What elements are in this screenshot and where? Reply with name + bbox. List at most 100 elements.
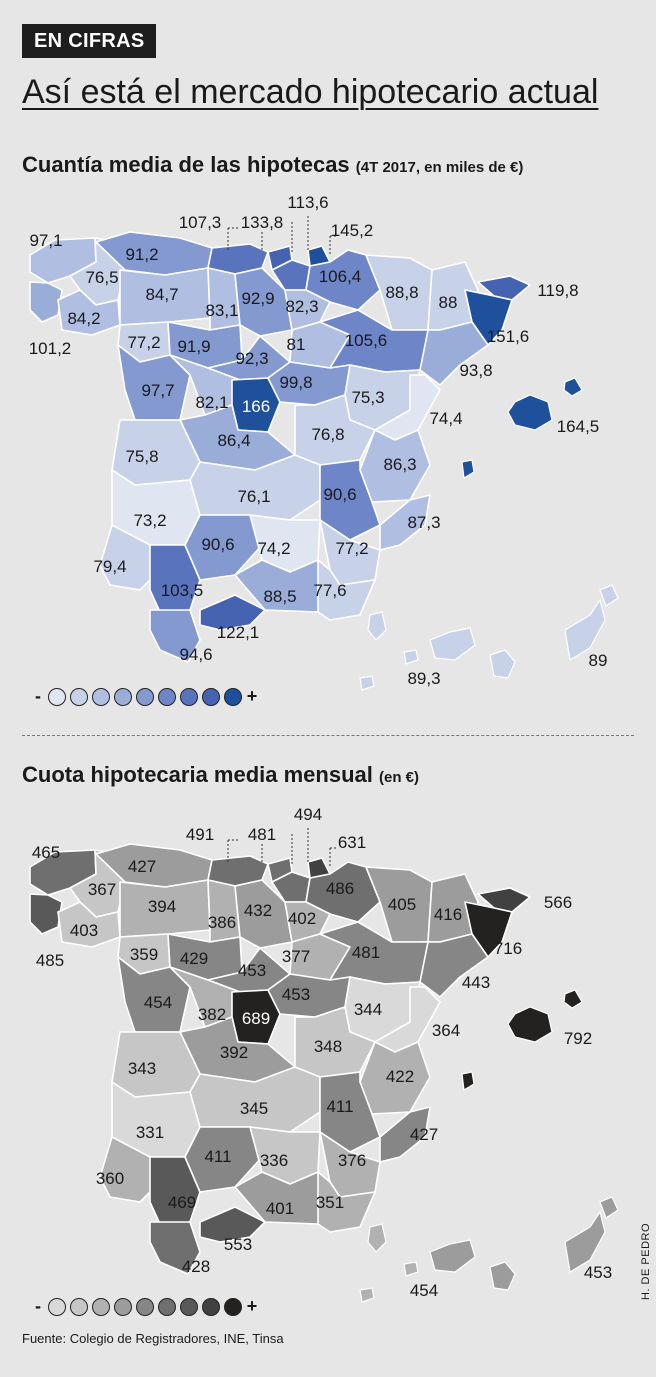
value-lleida: 88 bbox=[439, 293, 458, 312]
value-barcelona: 716 bbox=[494, 939, 522, 958]
value-pontevedra: 101,2 bbox=[29, 339, 72, 358]
map2-legend: - + bbox=[32, 1296, 258, 1317]
province-cadiz bbox=[149, 1221, 201, 1275]
value-tarragona: 443 bbox=[462, 973, 490, 992]
value-cordoba: 90,6 bbox=[201, 535, 234, 554]
value-valladolid: 91,9 bbox=[177, 337, 210, 356]
legend-swatch bbox=[70, 687, 88, 706]
value-guadalajara: 99,8 bbox=[279, 373, 312, 392]
province-salamanca bbox=[117, 344, 191, 421]
value-baleares: 792 bbox=[564, 1029, 592, 1048]
value-barcelona: 151,6 bbox=[487, 327, 530, 346]
province-tarragona bbox=[419, 933, 489, 998]
value-alava: 113,6 bbox=[287, 193, 328, 212]
province-malaga bbox=[199, 594, 266, 631]
island-santa-cruz-tenerife bbox=[359, 1287, 375, 1303]
value-lleida: 416 bbox=[434, 905, 462, 924]
value-cordoba: 411 bbox=[204, 1147, 231, 1166]
value-madrid: 166 bbox=[242, 397, 270, 416]
value-almeria: 351 bbox=[316, 1193, 344, 1212]
value-ourense: 84,2 bbox=[67, 309, 100, 328]
legend-swatch bbox=[114, 687, 132, 706]
value-granada: 88,5 bbox=[263, 587, 296, 606]
map-mortgage-amount: 97,1 101,2 76,5 84,2 91,2 107,3 133,8 145,2113,… bbox=[29, 193, 619, 691]
value-jaen: 336 bbox=[260, 1151, 288, 1170]
island-las-palmas bbox=[489, 649, 516, 679]
island-las-palmas bbox=[564, 598, 606, 661]
value-palencia: 386 bbox=[208, 913, 236, 932]
value-malaga: 122,1 bbox=[217, 623, 260, 642]
value-santa-cruz-tenerife: 454 bbox=[410, 1281, 438, 1300]
island-santa-cruz-tenerife bbox=[403, 1261, 419, 1277]
island-santa-cruz-tenerife bbox=[403, 649, 419, 665]
value-cuenca: 348 bbox=[314, 1037, 342, 1056]
value-alicante: 87,3 bbox=[407, 513, 440, 532]
value-alicante: 427 bbox=[410, 1125, 438, 1144]
value-baleares: 164,5 bbox=[557, 417, 600, 436]
island-baleares bbox=[507, 1006, 553, 1043]
legend-swatch bbox=[92, 687, 110, 706]
value-cantabria: 107,3 bbox=[179, 213, 222, 232]
value-ciudad-real: 76,1 bbox=[237, 487, 270, 506]
map1-title-note: (4T 2017, en miles de €) bbox=[355, 159, 524, 176]
value-soria: 81 bbox=[287, 335, 306, 354]
map1-title: Cuantía media de las hipotecas (4T 2017,… bbox=[22, 152, 523, 178]
value-las-palmas: 89 bbox=[589, 651, 608, 670]
island-santa-cruz-tenerife bbox=[367, 611, 387, 641]
value-toledo: 392 bbox=[220, 1043, 248, 1062]
legend-swatch bbox=[70, 1297, 88, 1316]
map2-title-note: (en €) bbox=[379, 769, 420, 786]
island-santa-cruz-tenerife bbox=[359, 675, 375, 691]
legend-swatch bbox=[114, 1297, 132, 1316]
legend-swatch bbox=[180, 687, 198, 706]
value-asturias: 91,2 bbox=[125, 245, 158, 264]
legend-swatch bbox=[92, 1297, 110, 1316]
value-guadalajara: 453 bbox=[282, 985, 310, 1004]
value-murcia: 376 bbox=[338, 1151, 366, 1170]
province-pontevedra bbox=[29, 281, 63, 323]
value-valencia: 422 bbox=[386, 1067, 414, 1086]
legend-minus: - bbox=[35, 1296, 41, 1316]
map2-title-text: Cuota hipotecaria media mensual bbox=[22, 762, 373, 787]
legend-minus: - bbox=[35, 686, 41, 706]
value-zaragoza: 481 bbox=[352, 943, 380, 962]
value-murcia: 77,2 bbox=[335, 539, 368, 558]
value-huesca: 88,8 bbox=[385, 283, 418, 302]
value-almeria: 77,6 bbox=[313, 581, 346, 600]
legend-swatch bbox=[158, 1297, 176, 1316]
legend-swatch bbox=[48, 687, 66, 706]
value-huesca: 405 bbox=[388, 895, 416, 914]
legend-swatch bbox=[180, 1297, 198, 1316]
value-cantabria: 491 bbox=[186, 825, 214, 844]
value-caceres: 343 bbox=[128, 1059, 156, 1078]
page-headline: Así está el mercado hipotecario actual bbox=[22, 73, 599, 111]
value-zamora: 77,2 bbox=[127, 333, 160, 352]
value-cadiz: 94,6 bbox=[179, 645, 212, 664]
island-las-palmas bbox=[599, 1196, 619, 1219]
value-teruel: 75,3 bbox=[351, 388, 384, 407]
island-baleares bbox=[461, 459, 475, 479]
value-jaen: 74,2 bbox=[257, 539, 290, 558]
value-granada: 401 bbox=[266, 1199, 294, 1218]
value-girona: 119,8 bbox=[537, 281, 578, 300]
value-sevilla: 469 bbox=[168, 1193, 196, 1212]
province-la-rioja bbox=[284, 289, 331, 331]
value-teruel: 344 bbox=[354, 1000, 382, 1019]
value-avila: 382 bbox=[198, 1005, 226, 1024]
value-girona: 566 bbox=[544, 893, 572, 912]
legend-plus: + bbox=[246, 686, 258, 706]
province-salamanca bbox=[117, 956, 191, 1033]
province-girona bbox=[477, 887, 531, 913]
value-salamanca: 454 bbox=[144, 993, 172, 1012]
legend-swatch bbox=[158, 687, 176, 706]
value-navarra: 486 bbox=[326, 879, 354, 898]
legend-swatch bbox=[224, 1297, 242, 1316]
value-pontevedra: 485 bbox=[36, 951, 64, 970]
author-credit: H. DE PEDRO bbox=[640, 1222, 652, 1300]
province-almeria bbox=[317, 1171, 376, 1233]
value-las-palmas: 453 bbox=[584, 1263, 612, 1282]
value-tarragona: 93,8 bbox=[459, 361, 492, 380]
value-la-rioja: 82,3 bbox=[285, 297, 318, 316]
value-badajoz: 331 bbox=[136, 1123, 164, 1142]
value-lugo: 76,5 bbox=[85, 268, 118, 287]
